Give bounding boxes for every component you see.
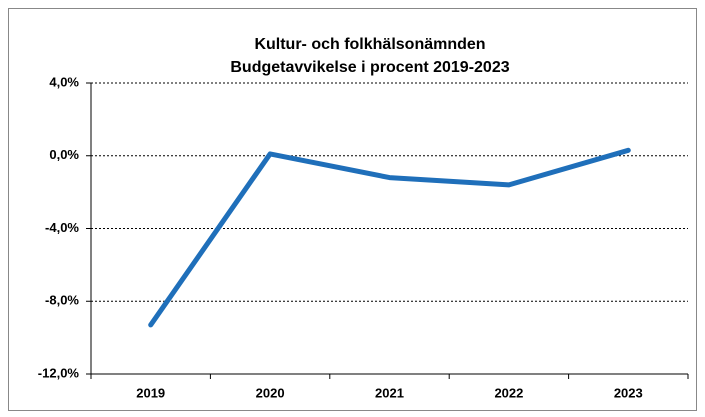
y-tick-label: -12,0% xyxy=(38,365,80,380)
x-tick-label: 2019 xyxy=(136,385,165,400)
x-tick-label: 2021 xyxy=(375,385,404,400)
y-tick-label: -8,0% xyxy=(45,293,79,308)
line-series xyxy=(148,147,631,328)
x-tick-label: 2022 xyxy=(494,385,523,400)
chart-frame xyxy=(8,8,697,411)
y-tick-label: 0,0% xyxy=(49,147,79,162)
x-tick-label: 2020 xyxy=(256,385,285,400)
chart-subtitle: Budgetavvikelse i procent 2019-2023 xyxy=(230,59,509,76)
chart-title: Kultur- och folkhälsonämnden xyxy=(254,36,485,53)
x-tick-label: 2023 xyxy=(614,385,643,400)
y-tick-label: 4,0% xyxy=(49,74,79,89)
y-tick-label: -4,0% xyxy=(45,220,79,235)
